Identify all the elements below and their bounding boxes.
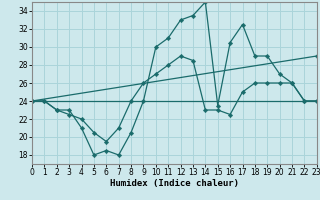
X-axis label: Humidex (Indice chaleur): Humidex (Indice chaleur): [110, 179, 239, 188]
